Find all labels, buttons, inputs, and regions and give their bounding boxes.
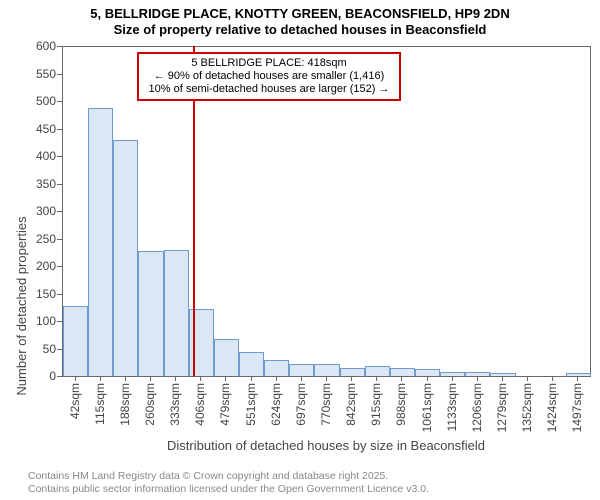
title-line-1: 5, BELLRIDGE PLACE, KNOTTY GREEN, BEACON… [0,6,600,22]
y-tick-label: 400 [36,149,56,163]
y-tick-label: 350 [36,177,56,191]
x-tick-mark [427,376,428,381]
x-tick-label: 770sqm [319,383,333,426]
x-tick-label: 1206sqm [470,383,484,432]
annotation-box: 5 BELLRIDGE PLACE: 418sqm← 90% of detach… [137,52,401,101]
x-tick-label: 188sqm [118,383,132,426]
x-tick-label: 260sqm [143,383,157,426]
x-tick-label: 115sqm [93,383,107,425]
y-tick-label: 300 [36,204,56,218]
y-tick-mark [57,239,62,240]
annotation-line: 10% of semi-detached houses are larger (… [144,83,394,96]
y-tick-mark [57,211,62,212]
histogram-bar [164,250,189,377]
y-tick-mark [57,321,62,322]
x-tick-mark [502,376,503,381]
x-tick-label: 1497sqm [570,383,584,432]
x-tick-label: 1352sqm [520,383,534,432]
x-tick-mark [301,376,302,381]
y-tick-mark [57,266,62,267]
x-tick-mark [175,376,176,381]
histogram-bar [390,368,415,376]
y-tick-label: 150 [36,287,56,301]
y-tick-mark [57,129,62,130]
histogram-bar [465,372,490,376]
y-tick-label: 200 [36,259,56,273]
x-tick-mark [125,376,126,381]
x-tick-label: 406sqm [193,383,207,426]
y-tick-label: 100 [36,314,56,328]
plot-border-top [63,46,591,47]
y-tick-mark [57,46,62,47]
x-tick-label: 988sqm [394,383,408,426]
histogram-bar [440,372,465,376]
annotation-line: ← 90% of detached houses are smaller (1,… [144,70,394,83]
histogram-bar [314,364,339,376]
x-tick-mark [326,376,327,381]
y-tick-mark [57,294,62,295]
y-tick-label: 450 [36,122,56,136]
chart-footer: Contains HM Land Registry data © Crown c… [28,470,429,496]
y-tick-mark [57,349,62,350]
x-tick-mark [577,376,578,381]
histogram-bar [113,140,138,377]
x-tick-label: 915sqm [369,383,383,426]
histogram-bar [138,251,163,376]
y-tick-mark [57,376,62,377]
histogram-bar [415,369,440,376]
x-tick-label: 333sqm [168,383,182,426]
title-line-2: Size of property relative to detached ho… [0,22,600,38]
x-tick-label: 1061sqm [420,383,434,432]
x-tick-label: 1133sqm [445,383,459,431]
x-tick-mark [527,376,528,381]
chart-title: 5, BELLRIDGE PLACE, KNOTTY GREEN, BEACON… [0,0,600,39]
x-tick-label: 697sqm [294,383,308,426]
x-tick-mark [75,376,76,381]
histogram-bar [365,366,390,376]
plot-border-right [590,46,591,376]
x-tick-mark [225,376,226,381]
histogram-plot: 5 BELLRIDGE PLACE: 418sqm← 90% of detach… [62,46,591,377]
y-tick-label: 50 [43,342,56,356]
x-tick-label: 1424sqm [545,383,559,432]
y-tick-mark [57,74,62,75]
y-tick-label: 500 [36,94,56,108]
y-tick-label: 550 [36,67,56,81]
x-tick-label: 551sqm [244,383,258,426]
histogram-bar [63,306,88,376]
x-tick-label: 842sqm [344,383,358,426]
histogram-bar [214,339,239,376]
y-tick-mark [57,184,62,185]
x-tick-label: 42sqm [68,383,82,419]
x-tick-mark [477,376,478,381]
x-tick-mark [200,376,201,381]
x-tick-mark [552,376,553,381]
footer-line-1: Contains HM Land Registry data © Crown c… [28,470,429,483]
y-tick-mark [57,101,62,102]
x-tick-mark [452,376,453,381]
y-tick-label: 0 [49,369,56,383]
histogram-bar [264,360,289,377]
x-tick-label: 624sqm [269,383,283,426]
y-tick-label: 600 [36,39,56,53]
histogram-bar [340,368,365,376]
y-tick-label: 250 [36,232,56,246]
annotation-line: 5 BELLRIDGE PLACE: 418sqm [144,57,394,70]
x-tick-label: 479sqm [218,383,232,426]
x-axis-label: Distribution of detached houses by size … [62,438,590,453]
x-tick-mark [251,376,252,381]
x-tick-mark [376,376,377,381]
footer-line-2: Contains public sector information licen… [28,483,429,496]
x-tick-mark [150,376,151,381]
x-tick-mark [351,376,352,381]
x-tick-mark [401,376,402,381]
histogram-bar [289,364,314,376]
y-tick-mark [57,156,62,157]
x-tick-label: 1279sqm [495,383,509,432]
y-axis-label: Number of detached properties [14,216,29,395]
x-tick-mark [100,376,101,381]
histogram-bar [88,108,113,376]
histogram-bar [239,352,264,376]
x-tick-mark [276,376,277,381]
